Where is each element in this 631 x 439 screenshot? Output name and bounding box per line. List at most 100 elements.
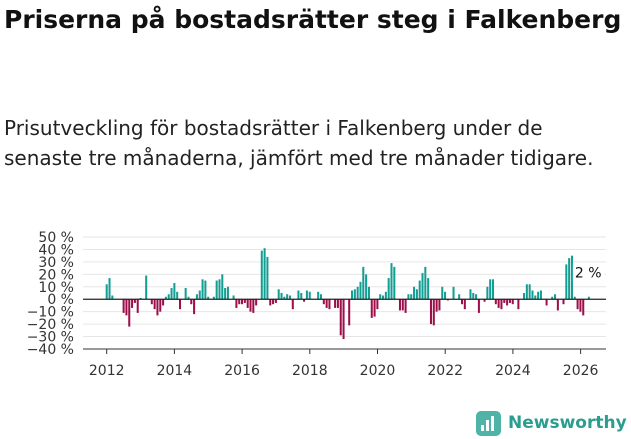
bar bbox=[342, 299, 345, 340]
bar bbox=[444, 291, 447, 300]
bar bbox=[500, 299, 503, 310]
bar bbox=[506, 299, 509, 306]
bar bbox=[300, 293, 303, 300]
bar bbox=[477, 299, 480, 313]
bar bbox=[373, 299, 376, 317]
bar bbox=[156, 299, 159, 316]
y-tick-label: 40 % bbox=[38, 242, 74, 258]
bar bbox=[376, 299, 379, 310]
y-tick-label: 0 % bbox=[47, 292, 74, 308]
bar bbox=[565, 264, 568, 300]
bar bbox=[551, 296, 554, 300]
bar bbox=[401, 299, 404, 311]
bar bbox=[241, 299, 244, 305]
bar bbox=[328, 299, 331, 310]
bar bbox=[367, 286, 370, 300]
bar bbox=[587, 296, 590, 300]
brand-logo: Newsworthy bbox=[476, 408, 627, 438]
bar bbox=[128, 299, 131, 327]
bar bbox=[184, 288, 187, 300]
bar bbox=[153, 299, 156, 310]
bar bbox=[410, 294, 413, 300]
bar bbox=[497, 299, 500, 308]
bar bbox=[486, 286, 489, 300]
bar bbox=[249, 299, 252, 312]
chart-title: Priserna på bostadsrätter steg i Falkenb… bbox=[4, 5, 622, 34]
bar bbox=[531, 290, 534, 300]
bar bbox=[162, 299, 165, 306]
bar bbox=[204, 280, 207, 300]
bar bbox=[353, 289, 356, 300]
bar bbox=[179, 299, 182, 310]
bar bbox=[573, 296, 576, 300]
y-tick-label: −10 % bbox=[27, 305, 74, 321]
bar bbox=[198, 290, 201, 300]
x-tick-label: 2026 bbox=[563, 363, 599, 379]
bar bbox=[252, 299, 255, 313]
bar bbox=[413, 286, 416, 300]
bar bbox=[370, 299, 373, 318]
bar bbox=[576, 299, 579, 310]
bar bbox=[582, 299, 585, 316]
bar bbox=[438, 299, 441, 311]
bar bbox=[272, 299, 275, 305]
bar bbox=[266, 256, 269, 300]
bar bbox=[322, 299, 325, 305]
bar bbox=[390, 263, 393, 300]
bar bbox=[243, 299, 246, 303]
bar bbox=[263, 248, 266, 300]
bar bbox=[164, 296, 167, 300]
bar bbox=[286, 294, 289, 300]
bar bbox=[170, 288, 173, 300]
bar bbox=[108, 278, 111, 300]
bar bbox=[452, 286, 455, 300]
bar bbox=[421, 273, 424, 300]
bar bbox=[190, 299, 193, 305]
bar bbox=[556, 299, 559, 311]
bar bbox=[491, 279, 495, 300]
y-tick-label: 20 % bbox=[38, 267, 74, 283]
bar bbox=[176, 291, 179, 300]
bar bbox=[319, 294, 323, 300]
bar bbox=[356, 286, 359, 300]
bar bbox=[511, 299, 514, 305]
bar bbox=[339, 299, 342, 336]
bar bbox=[291, 299, 294, 310]
bar bbox=[334, 299, 337, 308]
bar bbox=[215, 280, 218, 300]
bar bbox=[554, 294, 557, 300]
bar bbox=[523, 293, 526, 300]
bar bbox=[133, 299, 136, 303]
bar bbox=[365, 274, 368, 300]
annotation: 2 % bbox=[572, 264, 605, 282]
newsworthy-logo-icon bbox=[476, 410, 501, 436]
bar bbox=[458, 294, 461, 300]
bar bbox=[159, 299, 162, 312]
bar bbox=[460, 299, 464, 305]
bar bbox=[463, 299, 466, 310]
bar bbox=[384, 291, 387, 300]
bar bbox=[325, 299, 328, 308]
bar bbox=[303, 299, 306, 302]
bar bbox=[195, 294, 198, 300]
bar bbox=[218, 279, 221, 300]
bar bbox=[221, 274, 224, 300]
bar bbox=[379, 294, 382, 300]
bar bbox=[472, 293, 475, 300]
bar bbox=[226, 286, 229, 300]
bar bbox=[382, 295, 385, 300]
bar bbox=[427, 278, 430, 300]
bar bbox=[288, 295, 291, 300]
bar bbox=[297, 290, 300, 300]
bar bbox=[537, 291, 540, 300]
y-tick-label: −20 % bbox=[27, 317, 74, 333]
bar bbox=[393, 266, 396, 300]
bar bbox=[359, 281, 362, 300]
bar bbox=[570, 255, 573, 300]
bar bbox=[418, 280, 421, 300]
bar bbox=[534, 295, 537, 300]
bar bbox=[429, 299, 432, 325]
bars bbox=[105, 248, 590, 340]
bar bbox=[136, 299, 139, 313]
bar bbox=[441, 286, 444, 300]
